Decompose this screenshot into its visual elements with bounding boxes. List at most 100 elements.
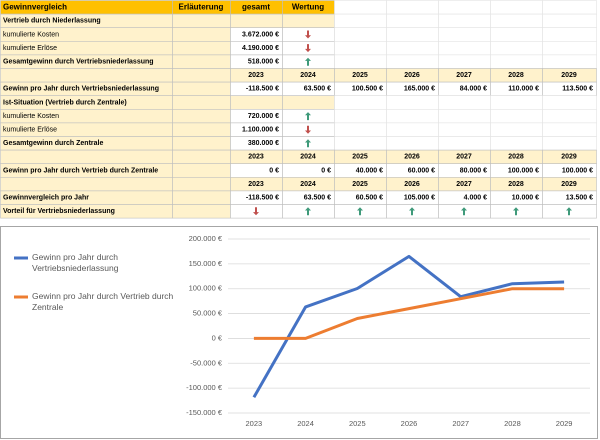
legend-label: Gewinn pro Jahr durch Vertrieb durch Zen… [32, 291, 176, 312]
cell-value: 2029 [561, 72, 577, 79]
row-label: Gesamtgewinn durch Vertriebsniederlassun… [3, 59, 154, 66]
x-tick-label: 2029 [556, 419, 573, 428]
cell [172, 68, 231, 83]
cell [386, 136, 439, 151]
column-header: Gewinnvergleich [3, 2, 67, 11]
cell [542, 40, 597, 56]
cell-value: 720.000 € [248, 113, 279, 120]
cell [334, 54, 387, 69]
trend-arrow-up [305, 139, 311, 148]
cell [172, 177, 231, 192]
cell [542, 54, 597, 69]
row-label: kumulierte Erlöse [3, 127, 57, 134]
cell [542, 13, 597, 29]
cell [172, 54, 231, 69]
trend-arrow-down [253, 207, 259, 216]
row-label: kumulierte Erlöse [3, 45, 57, 52]
cell-value: 0 € [269, 167, 279, 174]
cell-value: 2024 [300, 154, 316, 161]
series-line [253, 287, 565, 340]
cell-value: 0 € [321, 167, 331, 174]
cell [334, 136, 387, 151]
cell [386, 95, 439, 110]
cell-value: 2024 [300, 181, 316, 188]
cell [438, 95, 491, 110]
cell [334, 122, 387, 137]
x-tick-label: 2027 [452, 419, 469, 428]
cell [230, 13, 283, 29]
trend-arrow-up [566, 207, 572, 216]
cell [172, 163, 231, 178]
x-tick-label: 2023 [246, 419, 263, 428]
y-tick-label: 50.000 € [193, 309, 223, 318]
cell-value: 2023 [248, 72, 264, 79]
cell [0, 149, 173, 165]
x-tick-label: 2024 [297, 419, 314, 428]
cell [230, 95, 283, 110]
cell [438, 136, 491, 151]
trend-arrow-up [305, 57, 311, 66]
cell [438, 109, 491, 124]
cell-value: 40.000 € [356, 167, 383, 174]
cell [0, 68, 173, 83]
y-tick-label: 200.000 € [189, 234, 223, 243]
cell [490, 13, 543, 29]
cell-value: 63.500 € [304, 195, 331, 202]
cell [334, 13, 387, 29]
cell-value: 2028 [508, 72, 524, 79]
cell [542, 95, 597, 110]
cell-value: 2026 [404, 72, 420, 79]
cell [172, 190, 231, 205]
cell-value: 165.000 € [404, 86, 435, 93]
cell [438, 40, 491, 56]
cell-value: 84.000 € [460, 86, 487, 93]
cell-value: 3.672.000 € [242, 31, 279, 38]
cell [386, 0, 439, 15]
cell [282, 13, 335, 29]
cell [0, 177, 173, 192]
x-tick-label: 2028 [504, 419, 521, 428]
row-label: Gewinn pro Jahr durch Vertriebsniederlas… [3, 86, 159, 93]
cell-value: 518.000 € [248, 59, 279, 66]
cell-value: 2027 [456, 72, 472, 79]
cell [386, 54, 439, 69]
cell [542, 27, 597, 42]
cell-value: 2025 [352, 154, 368, 161]
cell-value: 2025 [352, 72, 368, 79]
cell [490, 95, 543, 110]
cell [542, 109, 597, 124]
cell-value: 2028 [508, 181, 524, 188]
cell-value: 2027 [456, 154, 472, 161]
cell [172, 149, 231, 165]
trend-arrow-up [357, 207, 363, 216]
row-label: Vorteil für Vertriebsniederlassung [3, 208, 115, 215]
cell [490, 136, 543, 151]
cell-value: -118.500 € [246, 86, 279, 93]
cell [172, 122, 231, 137]
column-header: gesamt [242, 2, 270, 11]
cell-value: 10.000 € [512, 195, 539, 202]
cell-value: 80.000 € [460, 167, 487, 174]
cell-value: -118.500 € [246, 195, 279, 202]
cell-value: 100.000 € [508, 167, 539, 174]
cell-value: 2024 [300, 72, 316, 79]
legend-label: Gewinn pro Jahr durch Vertriebsniederlas… [32, 252, 120, 273]
series-line [252, 254, 565, 399]
trend-arrow-down [305, 44, 311, 53]
cell [438, 54, 491, 69]
y-tick-label: -50.000 € [190, 358, 223, 367]
y-tick-label: -150.000 € [186, 408, 223, 417]
cell-value: 100.500 € [352, 86, 383, 93]
cell-value: 60.000 € [408, 167, 435, 174]
row-label: Vertrieb durch Niederlassung [3, 18, 101, 25]
cell [490, 40, 543, 56]
cell [334, 27, 387, 42]
cell [172, 13, 231, 29]
cell-value: 110.000 € [508, 86, 539, 93]
cell-value: 63.500 € [304, 86, 331, 93]
row-label: Ist-Situation (Vertrieb durch Zentrale) [3, 99, 127, 106]
cell [490, 0, 543, 15]
trend-arrow-down [305, 30, 311, 39]
cell [334, 109, 387, 124]
